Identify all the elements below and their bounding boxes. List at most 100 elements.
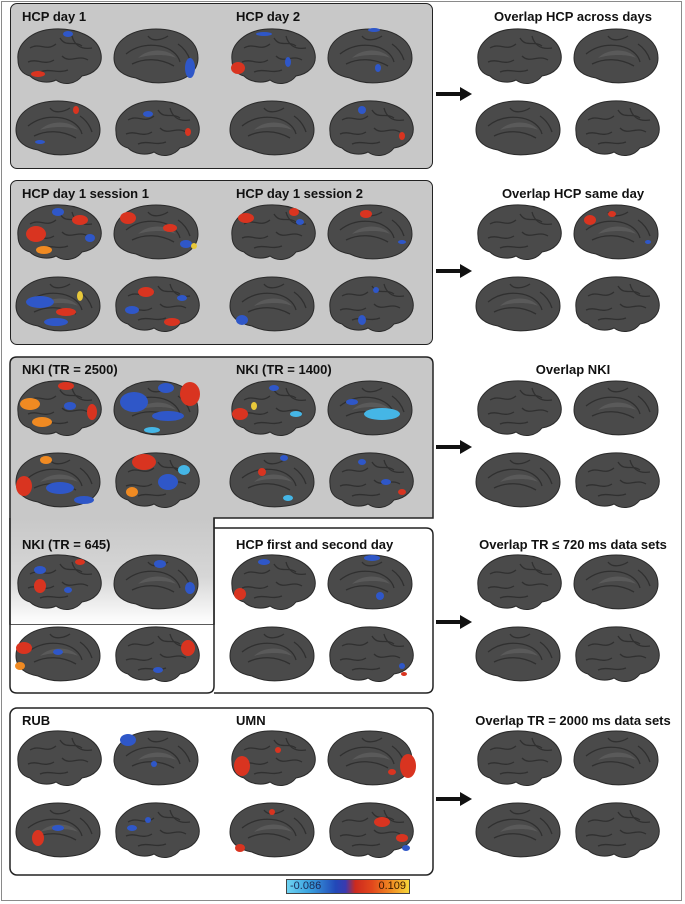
activation-blob [163,224,177,232]
lateral-brain-view [329,626,414,682]
lateral-brain-view [329,276,414,332]
activation-blob [178,465,190,475]
medial-brain-view [113,204,199,260]
arrow-icon [436,87,472,101]
lateral-brain-view [477,28,562,84]
activation-blob [158,383,174,393]
activation-blob [152,411,184,421]
activation-blob [15,662,25,670]
activation-blob [52,208,64,216]
activation-blob [34,579,46,593]
activation-blob [269,385,279,391]
activation-blob [180,382,200,406]
activation-blob [64,402,76,410]
activation-blob [185,582,195,594]
activation-blob [374,817,390,827]
activation-blob [368,28,380,32]
medial-brain-view [475,626,561,682]
lateral-brain-view [329,100,414,156]
activation-blob [275,747,281,753]
activation-blob [364,555,380,561]
medial-brain-view [15,452,101,508]
label-overlap-short-tr: Overlap TR ≤ 720 ms data sets [479,537,667,552]
colorbar-max-label: 0.109 [378,880,406,892]
medial-brain-view [229,802,315,858]
activation-blob [46,482,74,494]
lateral-brain-view [231,28,316,84]
activation-blob [120,212,136,224]
lateral-brain-view [575,452,660,508]
activation-blob [16,476,32,496]
lateral-brain-view [477,554,562,610]
activation-blob [360,210,372,218]
activation-blob [158,474,178,490]
medial-brain-view [15,626,101,682]
activation-blob [234,588,246,600]
medial-brain-view [327,204,413,260]
medial-brain-view [475,100,561,156]
medial-brain-view [573,730,659,786]
activation-blob [63,31,73,37]
activation-blob [34,566,46,574]
label-overlap-hcp-days: Overlap HCP across days [493,9,652,24]
activation-blob [358,106,366,114]
arrow-icon [436,440,472,454]
activation-blob [235,844,245,852]
activation-blob [185,128,191,136]
lateral-brain-view [477,204,562,260]
activation-blob [608,211,616,217]
lateral-brain-view [115,626,200,682]
activation-blob [154,560,166,568]
activation-blob [74,496,94,504]
medial-brain-view [229,452,315,508]
activation-blob [20,398,40,410]
medial-brain-view [15,276,101,332]
lateral-brain-view [575,276,660,332]
lateral-brain-view [17,204,102,260]
activation-blob [145,817,151,823]
activation-blob [231,62,245,74]
activation-blob [144,427,160,433]
activation-blob [53,649,63,655]
activation-blob [234,756,250,776]
activation-blob [258,468,266,476]
activation-blob [177,295,187,301]
activation-blob [44,318,68,326]
activation-blob [40,456,52,464]
activation-blob [32,830,44,846]
medial-brain-view [327,554,413,610]
arrow-icon [436,615,472,629]
activation-blob [16,642,32,654]
activation-blob [64,587,72,593]
label-hcp-day2: HCP day 2 [236,9,301,24]
activation-blob [236,315,248,325]
label-nki-2500: NKI (TR = 2500) [22,362,118,377]
medial-brain-view [113,554,199,610]
activation-blob [296,219,304,225]
label-overlap-hcp-same-day: Overlap HCP same day [501,186,645,201]
activation-blob [290,411,302,417]
lateral-brain-view [17,730,102,786]
activation-blob [346,399,358,405]
lateral-brain-view [231,380,316,436]
lateral-brain-view [329,802,414,858]
activation-blob [258,559,270,565]
medial-brain-view [327,28,413,84]
activation-blob [364,408,400,420]
activation-blob [256,32,272,36]
activation-blob [584,215,596,225]
medial-brain-view [475,802,561,858]
activation-blob [232,408,248,420]
activation-blob [358,459,366,465]
activation-blob [87,404,97,420]
medial-brain-view [229,100,315,156]
medial-brain-view [573,28,659,84]
activation-blob [56,308,76,316]
lateral-brain-view [231,554,316,610]
activation-blob [73,106,79,114]
lateral-brain-view [329,452,414,508]
activation-blob [283,495,293,501]
label-umn: UMN [236,713,266,728]
